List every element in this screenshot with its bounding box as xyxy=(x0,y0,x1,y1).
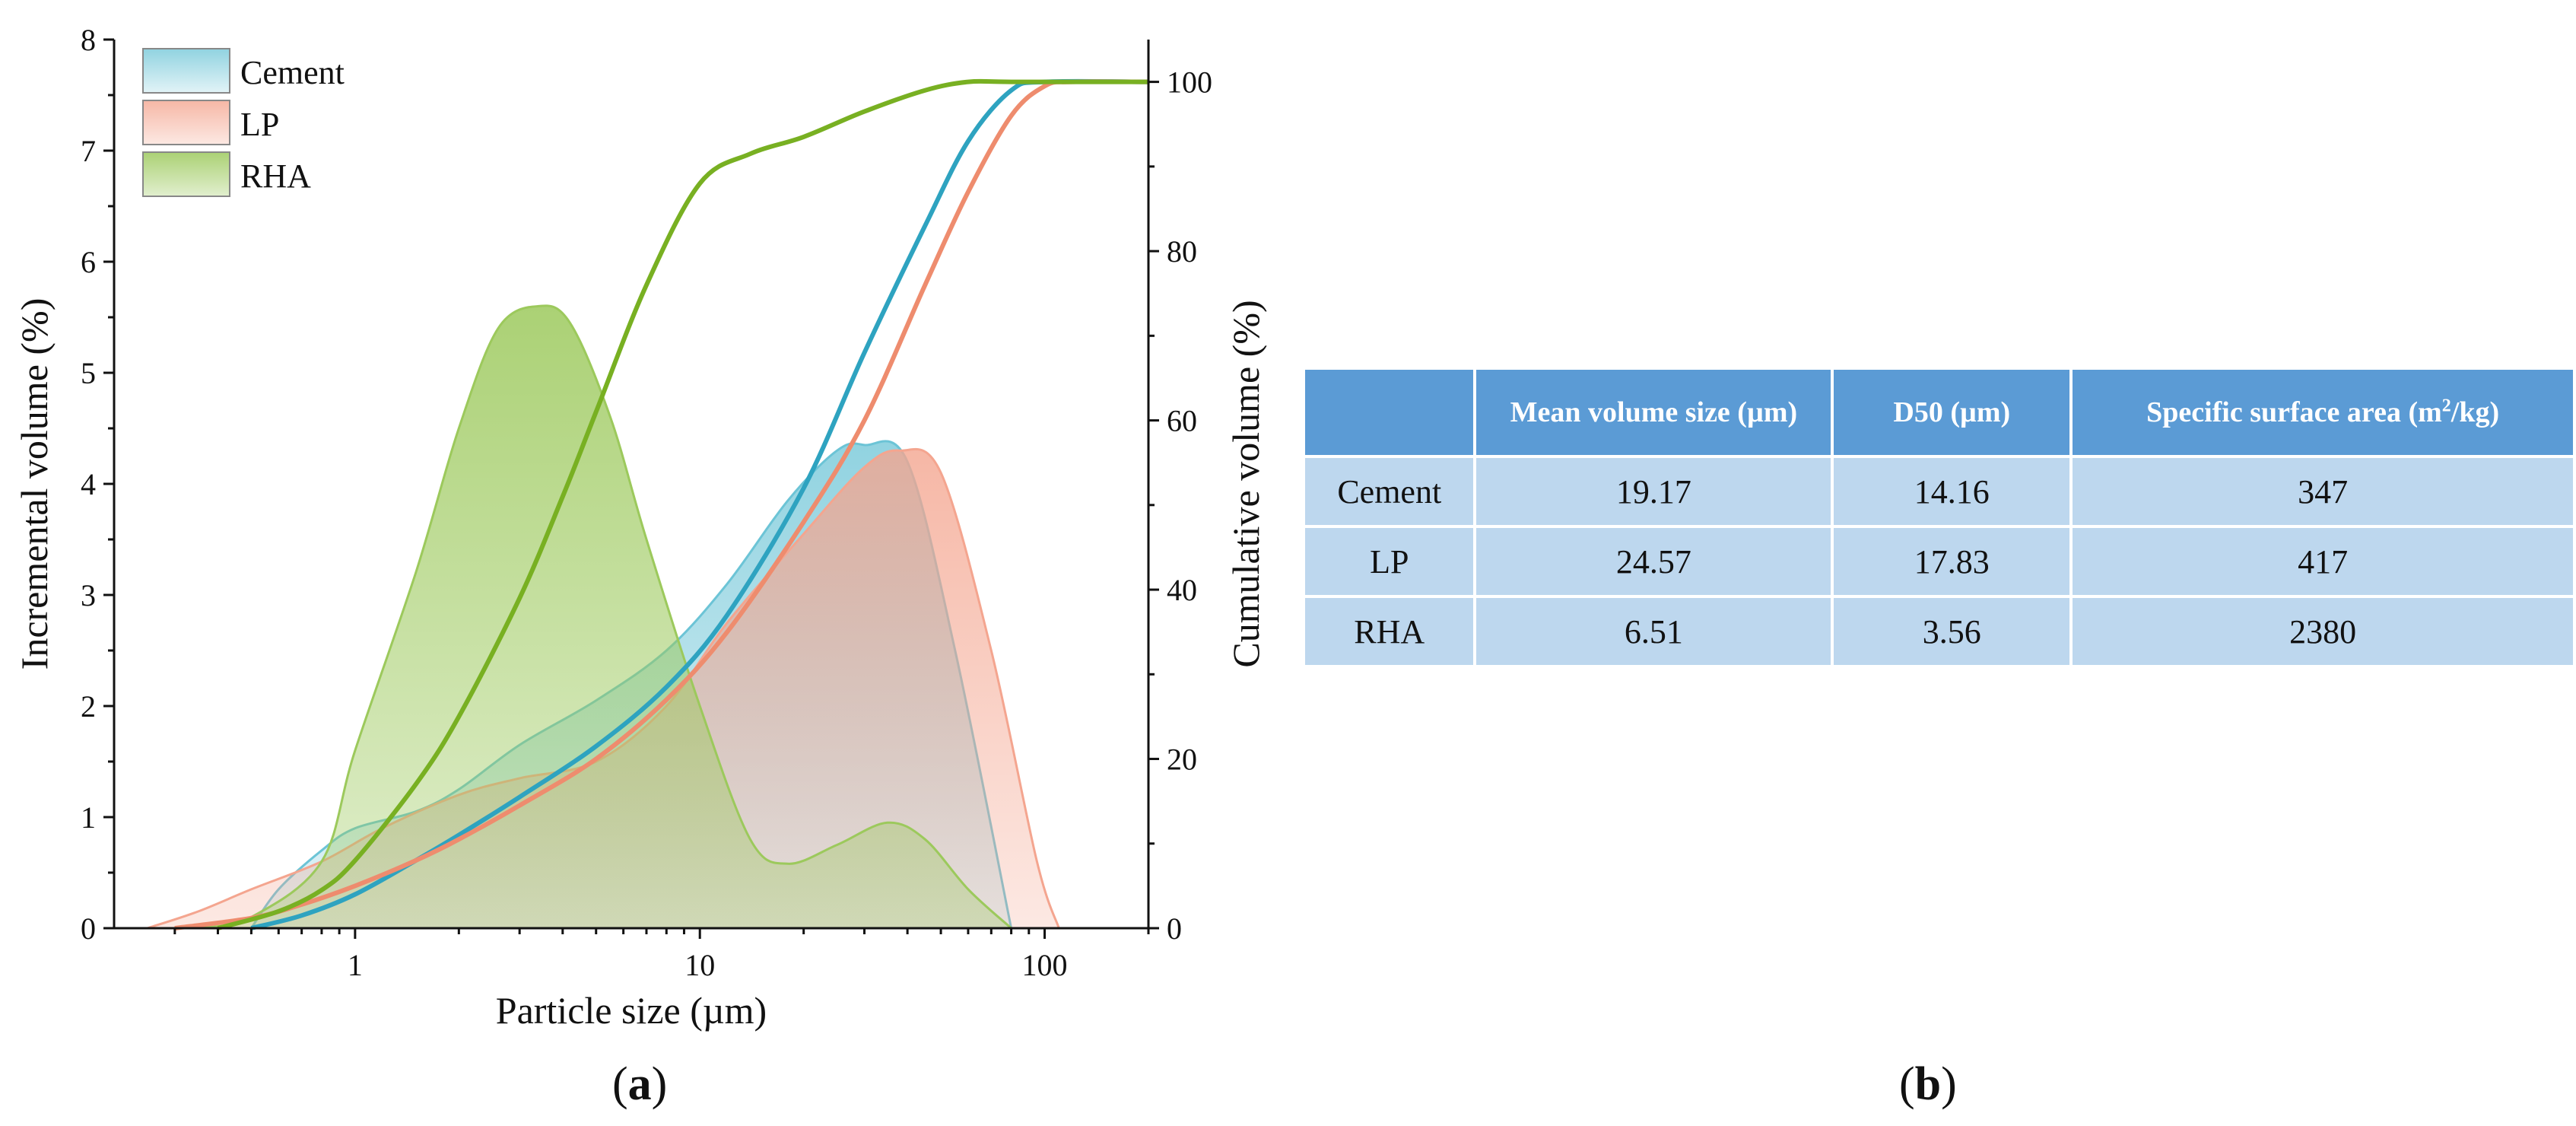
y-tick-label: 1 xyxy=(81,800,96,835)
legend-swatch-rha xyxy=(142,151,230,197)
y-tick-label: 4 xyxy=(81,467,96,501)
cell-mean: 6.51 xyxy=(1476,598,1831,665)
table-row: RHA 6.51 3.56 2380 xyxy=(1305,598,2573,665)
cell-d50: 17.83 xyxy=(1834,528,2070,595)
cell-d50: 14.16 xyxy=(1834,458,2070,525)
y-tick-label: 6 xyxy=(81,245,96,279)
properties-table: Mean volume size (µm) D50 (µm) Specific … xyxy=(1302,367,2576,668)
y-tick-label: 2 xyxy=(81,689,96,724)
cell-material: RHA xyxy=(1305,598,1474,665)
cell-d50: 3.56 xyxy=(1834,598,2070,665)
legend-label-rha: RHA xyxy=(240,157,311,195)
cumulative-lines xyxy=(174,78,1149,930)
cell-ssa: 347 xyxy=(2073,458,2573,525)
x-axis-label: Particle size (µm) xyxy=(496,989,767,1032)
area-rha xyxy=(197,304,1015,930)
ssa-superscript: 2 xyxy=(2441,396,2451,416)
y2-tick-label: 80 xyxy=(1167,234,1197,269)
panel-label-b: (b) xyxy=(1899,1058,1957,1112)
header-mean-volume-size: Mean volume size (µm) xyxy=(1476,370,1831,455)
panel-a-open: ( xyxy=(612,1058,628,1110)
panel-a-letter: a xyxy=(627,1058,652,1110)
legend: Cement LP RHA xyxy=(142,48,345,197)
table-row: LP 24.57 17.83 417 xyxy=(1305,528,2573,595)
legend-swatch-lp xyxy=(142,100,230,145)
panel-b-close: ) xyxy=(1941,1058,1957,1110)
y2-axis-label: Cumulative volume (%) xyxy=(1224,300,1267,667)
panel-label-a: (a) xyxy=(612,1058,667,1112)
y2-tick-label: 100 xyxy=(1167,65,1212,100)
cell-ssa: 417 xyxy=(2073,528,2573,595)
cell-mean: 19.17 xyxy=(1476,458,1831,525)
y-axis-label: Incremental volume (%) xyxy=(13,298,56,670)
y-tick-label: 5 xyxy=(81,356,96,390)
header-specific-surface-area: Specific surface area (m2/kg) xyxy=(2073,370,2573,455)
cumulative-line-rha xyxy=(217,78,1148,930)
y2-tick-label: 20 xyxy=(1167,743,1197,777)
panel-a-close: ) xyxy=(651,1058,668,1110)
x-tick-label: 1 xyxy=(348,948,363,982)
cell-material: LP xyxy=(1305,528,1474,595)
legend-swatch-cement xyxy=(142,48,230,94)
ssa-text-a: Specific surface area (m xyxy=(2146,396,2442,428)
ssa-text-b: /kg) xyxy=(2451,396,2500,428)
x-tick-label: 10 xyxy=(684,948,715,982)
legend-label-lp: LP xyxy=(240,106,279,143)
incremental-areas xyxy=(147,304,1061,930)
cell-mean: 24.57 xyxy=(1476,528,1831,595)
panel-b-letter: b xyxy=(1914,1058,1942,1110)
panel-b-open: ( xyxy=(1899,1058,1915,1110)
y-tick-label: 7 xyxy=(81,134,96,168)
y-tick-label: 8 xyxy=(81,23,96,57)
header-d50: D50 (µm) xyxy=(1834,370,2070,455)
table-header-row: Mean volume size (µm) D50 (µm) Specific … xyxy=(1305,370,2573,455)
header-material xyxy=(1305,370,1474,455)
cumulative-line-lp xyxy=(174,79,1149,930)
y2-tick-label: 0 xyxy=(1167,911,1182,946)
legend-label-cement: Cement xyxy=(240,54,345,91)
y-tick-label: 0 xyxy=(81,911,96,946)
x-tick-label: 100 xyxy=(1022,948,1068,982)
y-tick-label: 3 xyxy=(81,578,96,612)
y2-tick-label: 40 xyxy=(1167,573,1197,607)
table-row: Cement 19.17 14.16 347 xyxy=(1305,458,2573,525)
y2-tick-label: 60 xyxy=(1167,404,1197,438)
cell-ssa: 2380 xyxy=(2073,598,2573,665)
cell-material: Cement xyxy=(1305,458,1474,525)
